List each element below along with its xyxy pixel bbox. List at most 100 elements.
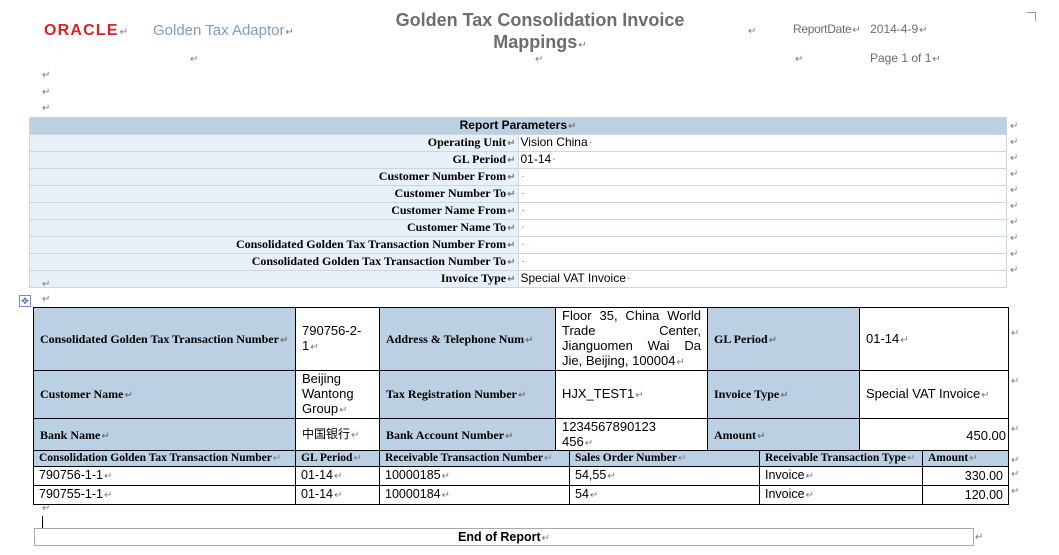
margin-corner-icon [1027, 12, 1036, 21]
parameter-row: Consolidated Golden Tax Transaction Numb… [29, 253, 1007, 271]
paragraph-mark-icon: ↵ [42, 103, 51, 114]
parameter-label: Operating Unit↵ [29, 134, 519, 152]
bank-account-value: 1234567890123456↵ [555, 418, 708, 452]
table-cell: 10000185↵ [379, 466, 570, 486]
parameter-row: GL Period↵ 01-14· [29, 151, 1007, 169]
paragraph-mark-icon: ↵ [1010, 217, 1019, 228]
report-parameters-table: Report Parameters↵ Operating Unit↵ Vision… [29, 117, 1007, 288]
lines-column-header: GL Period↵ [295, 450, 380, 467]
paragraph-mark-icon: ↵ [1010, 249, 1019, 260]
report-date-label: ReportDate [793, 22, 852, 36]
parameter-label: Customer Name From↵ [29, 202, 519, 220]
table-move-handle-icon[interactable]: ✥ [19, 295, 31, 307]
table-row: 790756-1-1↵ 01-14↵ 10000185↵ 54,55↵ Invoice↵… [33, 466, 1009, 486]
page-number: Page 1 of 1↵ [870, 51, 941, 65]
paragraph-mark-icon: ↵ [42, 87, 51, 98]
parameter-value: · [517, 219, 1007, 237]
table-cell: 01-14↵ [295, 485, 380, 505]
summary-row-1: Consolidated Golden Tax Transaction Numb… [33, 307, 1009, 371]
table-cell: 790755-1-1↵ [33, 485, 296, 505]
parameter-value: · [517, 236, 1007, 254]
paragraph-mark-icon: ↵ [795, 54, 804, 65]
parameter-value: Special VAT Invoice· [517, 270, 1007, 288]
bank-name-value: 中国银行↵ [295, 418, 380, 452]
table-cell: 330.00 [922, 466, 1009, 486]
parameter-row: Consolidated Golden Tax Transaction Numb… [29, 236, 1007, 254]
tax-registration-label: Tax Registration Number↵ [379, 370, 556, 419]
parameter-label: Customer Number To↵ [29, 185, 519, 203]
parameter-row: Customer Name From↵ · [29, 202, 1007, 220]
lines-column-header: Amount↵ [922, 450, 1009, 467]
tax-registration-value: HJX_TEST1↵ [555, 370, 708, 419]
paragraph-mark-icon: ↵ [1010, 201, 1019, 212]
end-of-report: End of Report↵ [34, 528, 974, 546]
lines-column-header: Receivable Transaction Type↵ [759, 450, 923, 467]
report-date-value: 2014-4-9 [870, 22, 919, 36]
table-cell: Invoice↵ [759, 485, 923, 505]
parameters-heading: Report Parameters↵ [29, 117, 1007, 135]
parameter-row: Customer Name To↵ · [29, 219, 1007, 237]
customer-name-label: Customer Name↵ [33, 370, 296, 419]
table-cell: 10000184↵ [379, 485, 570, 505]
bank-account-label: Bank Account Number↵ [379, 418, 556, 452]
paragraph-mark-icon: ↵ [1011, 469, 1020, 480]
paragraph-mark-icon: ↵ [42, 70, 51, 81]
parameter-label: GL Period↵ [29, 151, 519, 169]
consolidated-number-value: 790756-2-1↵ [295, 307, 380, 371]
paragraph-mark-icon: ↵ [42, 279, 51, 290]
lines-header-row: Consolidation Golden Tax Transaction Num… [33, 450, 1009, 467]
paragraph-mark-icon: ↵ [1010, 137, 1019, 148]
text-cursor [42, 516, 43, 528]
paragraph-mark-icon: ↵ [1010, 233, 1019, 244]
paragraph-mark-icon: ↵ [1010, 169, 1019, 180]
amount-label: Amount↵ [707, 418, 860, 452]
invoice-type-value: Special VAT Invoice↵ [859, 370, 1009, 419]
amount-value: 450.00 [859, 418, 1009, 452]
parameter-value: 01-14· [517, 151, 1007, 169]
gl-period-label: GL Period↵ [707, 307, 860, 371]
summary-row-3: Bank Name↵ 中国银行↵ Bank Account Number↵ 12… [33, 418, 1009, 452]
parameter-row: Customer Number From↵ · [29, 168, 1007, 186]
parameter-label: Customer Name To↵ [29, 219, 519, 237]
paragraph-mark-icon: ↵ [975, 532, 984, 543]
lines-column-header: Consolidation Golden Tax Transaction Num… [33, 450, 296, 467]
parameter-row: Operating Unit↵ Vision China· [29, 134, 1007, 152]
parameter-row: Customer Number To↵ · [29, 185, 1007, 203]
gl-period-value: 01-14↵ [859, 307, 1009, 371]
paragraph-mark-icon: ↵ [42, 503, 51, 514]
paragraph-mark-icon: ↵ [535, 54, 544, 65]
table-row: 790755-1-1↵ 01-14↵ 10000184↵ 54↵ Invoice↵ 120… [33, 485, 1009, 505]
bank-name-label: Bank Name↵ [33, 418, 296, 452]
transaction-lines-table: Consolidation Golden Tax Transaction Num… [33, 450, 1009, 505]
parameter-value: · [517, 202, 1007, 220]
parameter-label: Invoice Type↵ [29, 270, 519, 288]
parameter-label: Customer Number From↵ [29, 168, 519, 186]
paragraph-mark-icon: ↵ [748, 26, 757, 37]
address-label: Address & Telephone Num↵ [379, 307, 556, 371]
parameter-label: Consolidated Golden Tax Transaction Numb… [29, 236, 519, 254]
parameters-header-row: Report Parameters↵ [29, 117, 1007, 135]
address-value: Floor 35, China World Trade Center, Jian… [555, 307, 708, 371]
paragraph-mark-icon: ↵ [1011, 424, 1020, 435]
parameter-value: Vision China· [517, 134, 1007, 152]
summary-row-2: Customer Name↵ Beijing Wantong Group↵ Ta… [33, 370, 1009, 419]
lines-column-header: Sales Order Number↵ [569, 450, 760, 467]
table-cell: 54↵ [569, 485, 760, 505]
table-cell: 54,55↵ [569, 466, 760, 486]
oracle-logo: ORACLE↵ [44, 22, 129, 39]
paragraph-mark-icon: ↵ [42, 294, 51, 305]
consolidation-summary-table: Consolidated Golden Tax Transaction Numb… [33, 307, 1009, 452]
report-date: ReportDate↵ 2014-4-9↵ [793, 22, 928, 36]
table-cell: Invoice↵ [759, 466, 923, 486]
invoice-type-label: Invoice Type↵ [707, 370, 860, 419]
paragraph-mark-icon: ↵ [1010, 153, 1019, 164]
parameter-value: · [517, 185, 1007, 203]
table-cell: 790756-1-1↵ [33, 466, 296, 486]
paragraph-mark-icon: ↵ [1011, 486, 1020, 497]
parameter-value: · [517, 253, 1007, 271]
paragraph-mark-icon: ↵ [1011, 376, 1020, 387]
lines-column-header: Receivable Transaction Number↵ [379, 450, 570, 467]
parameter-label: Consolidated Golden Tax Transaction Numb… [29, 253, 519, 271]
paragraph-mark-icon: ↵ [1010, 121, 1019, 132]
paragraph-mark-icon: ↵ [1010, 265, 1019, 276]
